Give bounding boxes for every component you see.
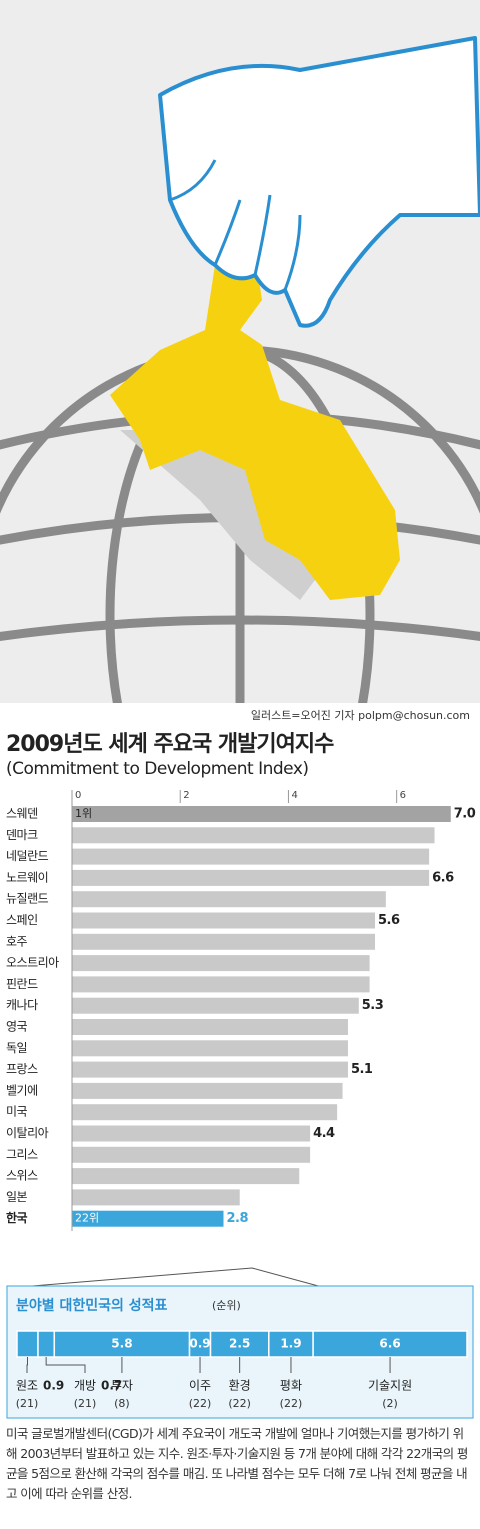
bar [72,1146,311,1163]
category-label: 이탈리아 [6,1126,49,1140]
category-label: 스페인 [6,913,38,927]
rank-label: (21) [74,1397,97,1410]
bar [72,848,430,865]
bar [72,933,376,950]
chart-subtitle: (Commitment to Development Index) [6,759,309,779]
rank-label: (22) [189,1397,212,1410]
bar [72,1019,348,1035]
bar [72,806,451,822]
value-label: 4.4 [313,1126,335,1141]
bar [72,869,430,886]
bar [72,1040,348,1057]
category-label: 독일 [6,1041,27,1055]
bar [72,891,386,908]
leader-line [45,1357,86,1373]
value-label: 1.9 [280,1337,301,1351]
segment [16,1330,39,1358]
value-label: 5.6 [378,913,400,928]
bar [72,1061,348,1078]
bar [72,827,435,844]
rank-label: (21) [16,1397,39,1410]
category-label: 일본 [6,1190,28,1204]
segment [53,1330,191,1358]
segment-label: 평화 [280,1379,302,1393]
category-label: 스웨덴 [6,807,38,821]
x-tick-label: 2 [183,790,189,801]
category-label: 벨기에 [6,1083,38,1097]
segment [209,1330,270,1358]
value-label: 5.3 [362,998,384,1013]
callout-line [19,1267,323,1288]
rank-label: 22위 [75,1212,99,1225]
segment-label: 기술지원 [368,1379,412,1393]
value-label: 6.6 [379,1337,400,1351]
bar [72,1168,300,1185]
value-label: 2.5 [229,1337,250,1351]
value-label: 2.8 [227,1211,249,1226]
category-label: 프랑스 [6,1062,38,1076]
category-label: 오스트리아 [6,956,59,970]
bar [72,1082,343,1099]
value-label: 0.9 [43,1379,64,1393]
segment-label: 이주 [189,1379,211,1393]
bar [72,1210,224,1227]
scorecard-title: 분야별 대한민국의 성적표 [16,1297,168,1314]
bar [72,1125,311,1142]
value-label: 6.6 [432,870,454,885]
x-tick-label: 0 [75,790,81,801]
category-label: 한국 [6,1210,28,1225]
category-label: 영국 [6,1020,28,1034]
rank-label: (8) [114,1397,130,1410]
category-label: 캐나다 [6,998,38,1012]
category-label: 핀란드 [6,977,38,991]
segment [312,1330,468,1358]
bar [72,955,370,972]
bar [72,1104,338,1121]
x-tick-label: 6 [400,790,406,801]
segment-label: 환경 [229,1379,251,1393]
illustration-credit: 일러스트=오어진 기자 polpm@chosun.com [251,708,470,722]
segment-label: 원조 [16,1379,38,1393]
chart-title: 2009년도 세계 주요국 개발기여지수 [6,732,334,757]
value-label: 7.0 [454,807,476,822]
rank-label: (22) [280,1397,303,1410]
rank-label: (2) [382,1397,398,1410]
rank-label: 1위 [75,807,92,820]
bar [72,912,376,929]
category-label: 그리스 [6,1147,38,1161]
bar [72,976,370,993]
category-label: 네덜란드 [6,849,49,863]
value-label: 5.1 [351,1062,373,1077]
bar [72,997,359,1014]
scorecard-subtitle: (순위) [212,1299,241,1312]
value-label: 5.8 [111,1337,132,1351]
category-label: 미국 [6,1105,28,1119]
category-label: 뉴질랜드 [6,892,49,906]
x-tick-label: 4 [291,790,297,801]
category-label: 스위스 [6,1169,38,1183]
illustration [0,0,480,703]
footnote: 미국 글로벌개발센터(CGD)가 세계 주요국이 개도국 개발에 얼마나 기여했… [6,1426,468,1501]
segment-label: 투자 [111,1379,133,1393]
rank-label: (22) [228,1397,251,1410]
segment-label: 개방 [74,1379,96,1393]
bar [72,1189,240,1206]
category-label: 덴마크 [6,828,38,842]
value-label: 0.7 [101,1379,122,1393]
category-label: 호주 [6,934,28,948]
category-label: 노르웨이 [6,870,48,884]
value-label: 0.9 [189,1337,210,1351]
segment [37,1330,56,1358]
